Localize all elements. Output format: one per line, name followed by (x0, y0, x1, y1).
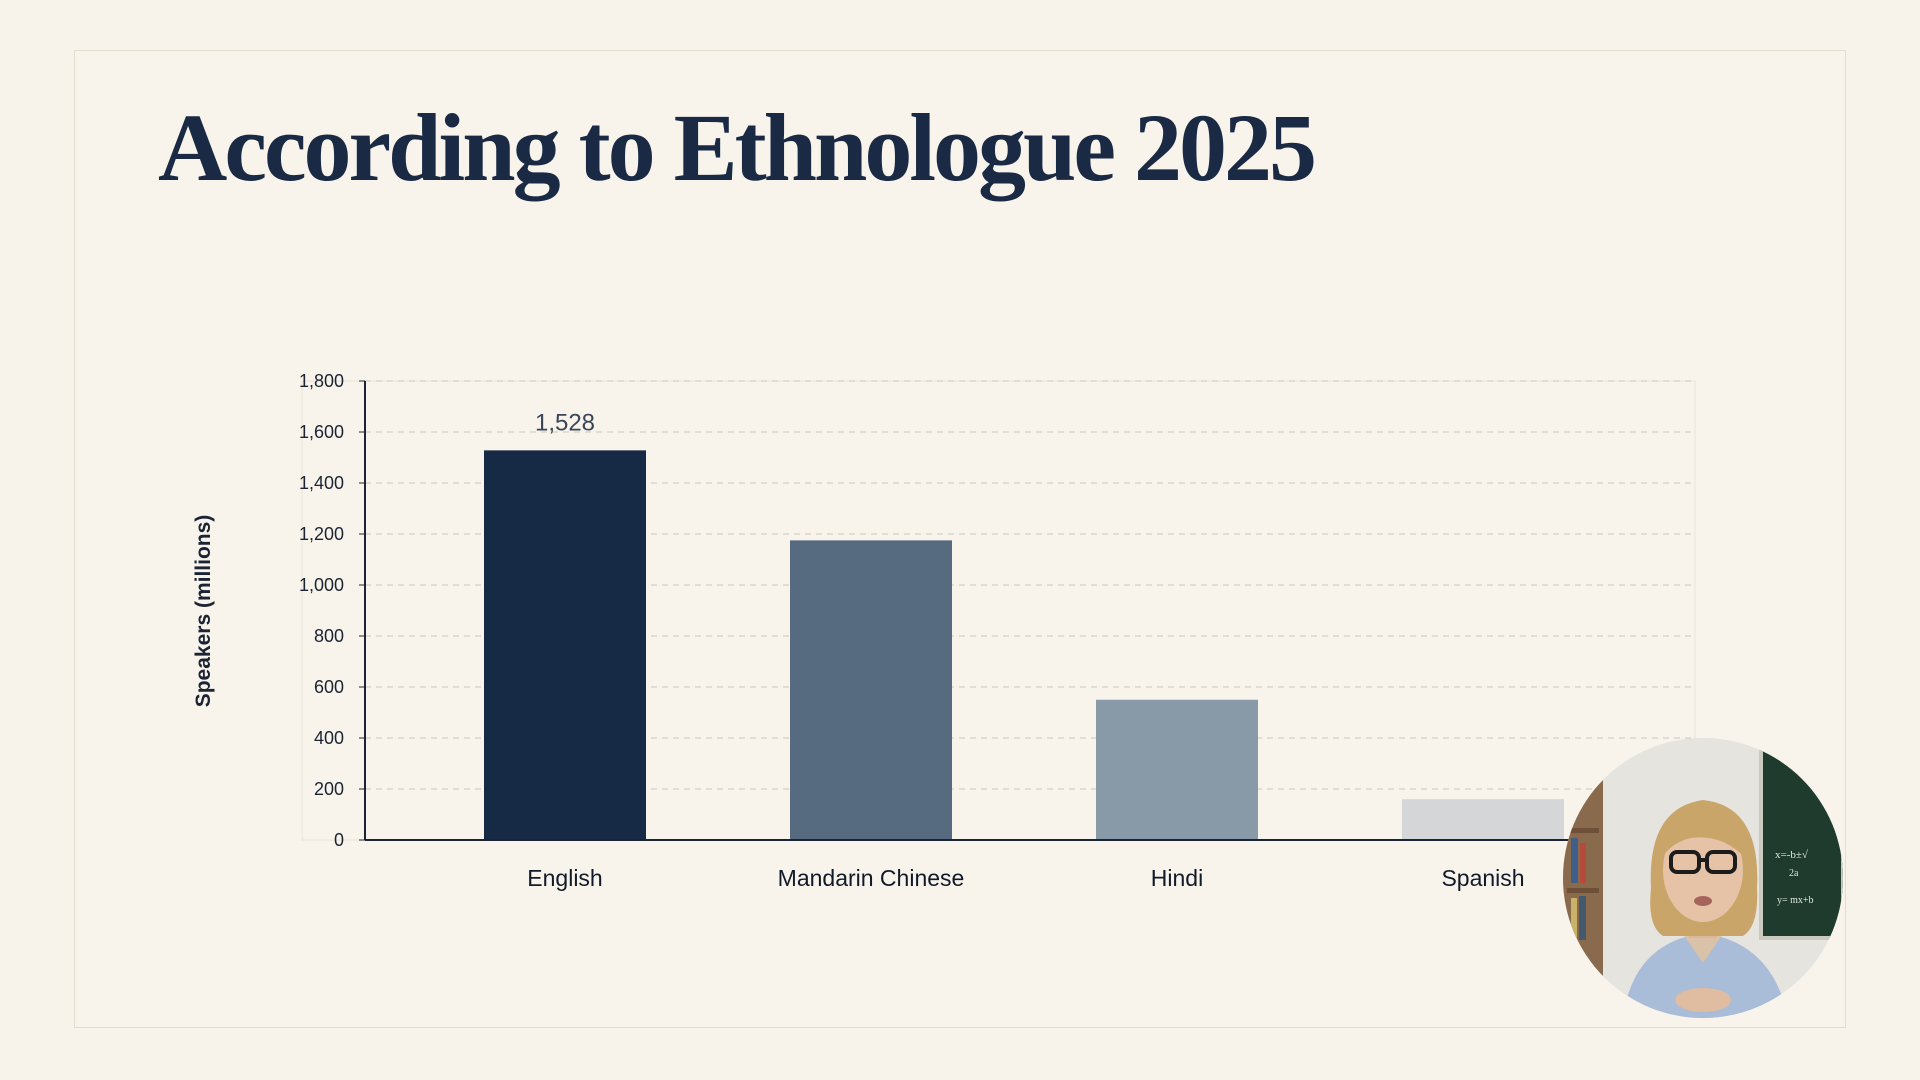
x-tick-label: Mandarin Chinese (778, 865, 965, 891)
slide-frame (74, 50, 1846, 1028)
slide-title: According to Ethnologue 2025 (158, 94, 1317, 201)
bar-spanish (1402, 799, 1564, 840)
y-tick-label: 1,400 (299, 473, 344, 493)
bar-english (484, 450, 646, 840)
x-tick-label: Hindi (1151, 865, 1203, 891)
y-tick-label: 0 (334, 830, 344, 850)
y-tick-label: 800 (314, 626, 344, 646)
x-tick-label: English (527, 865, 602, 891)
svg-text:2a: 2a (1789, 868, 1799, 879)
y-tick-label: 600 (314, 677, 344, 697)
labels: 0 200 400 600 800 1,000 1,200 1,400 1,600 1,800 En… (299, 371, 1525, 891)
data-label: 1,528 (535, 409, 595, 436)
y-tick-label: 1,600 (299, 422, 344, 442)
y-tick-label: 200 (314, 779, 344, 799)
x-tick-label: Spanish (1441, 865, 1524, 891)
presenter-video-icon: x=-b±√ 2a y= mx+b (1563, 738, 1843, 1018)
y-tick-label: 1,000 (299, 575, 344, 595)
svg-text:x=-b±√: x=-b±√ (1775, 849, 1809, 861)
bar-hindi (1096, 699, 1258, 840)
bars (484, 450, 1564, 840)
presenter-video: x=-b±√ 2a y= mx+b (1563, 738, 1843, 1018)
axes (359, 380, 1695, 841)
svg-text:y= mx+b: y= mx+b (1777, 895, 1814, 906)
y-tick-label: 400 (314, 728, 344, 748)
y-axis-title: Speakers (millions) (192, 515, 215, 708)
y-tick-label: 1,800 (299, 371, 344, 391)
bar-mandarin-chinese (790, 540, 952, 840)
y-tick-label: 1,200 (299, 524, 344, 544)
